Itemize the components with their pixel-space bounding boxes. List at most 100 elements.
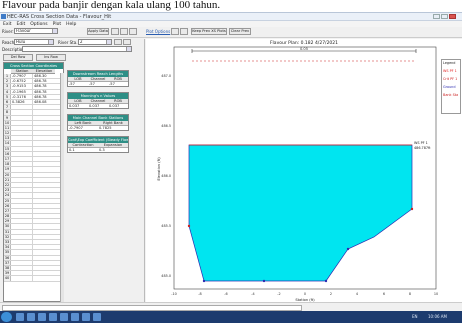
station-cell[interactable] bbox=[11, 245, 33, 250]
elevation-cell[interactable] bbox=[33, 136, 55, 140]
station-cell[interactable] bbox=[11, 115, 33, 120]
elevation-cell[interactable] bbox=[33, 193, 55, 197]
elevation-cell[interactable] bbox=[33, 152, 55, 156]
station-cell[interactable] bbox=[11, 265, 33, 271]
station-cell[interactable] bbox=[11, 172, 33, 177]
table-icon[interactable] bbox=[129, 28, 137, 35]
close-button[interactable] bbox=[449, 14, 456, 19]
elevation-cell[interactable] bbox=[33, 271, 55, 275]
table-scrollbar[interactable] bbox=[60, 73, 64, 302]
left-bank-input[interactable]: -0.7907 bbox=[69, 126, 83, 130]
elevation-cell[interactable] bbox=[33, 250, 55, 254]
elevation-cell[interactable] bbox=[33, 199, 55, 203]
elevation-cell[interactable]: 486.08 bbox=[34, 99, 47, 104]
rl-lob-input[interactable]: -57 bbox=[69, 82, 75, 86]
station-cell[interactable] bbox=[11, 219, 33, 224]
apply-data-button[interactable]: Apply Data bbox=[87, 28, 109, 35]
station-cell[interactable] bbox=[11, 146, 33, 151]
station-cell[interactable]: -0.9153 bbox=[11, 84, 33, 89]
elevation-cell[interactable] bbox=[33, 162, 55, 166]
elevation-cell[interactable] bbox=[33, 157, 55, 161]
n-lob-input[interactable]: 0.037 bbox=[69, 104, 80, 108]
elevation-cell[interactable] bbox=[33, 173, 55, 177]
taskbar-app-icon[interactable] bbox=[16, 313, 24, 321]
elevation-cell[interactable] bbox=[33, 131, 55, 135]
elevation-cell[interactable] bbox=[33, 266, 55, 270]
edit-icon[interactable] bbox=[111, 28, 119, 35]
river-select[interactable]: Flavour bbox=[14, 28, 58, 34]
station-cell[interactable] bbox=[11, 182, 33, 188]
elevation-cell[interactable]: 486.30 bbox=[34, 74, 47, 78]
station-cell[interactable]: -0.1965 bbox=[11, 89, 33, 94]
menu-exit[interactable]: Exit bbox=[3, 21, 12, 27]
n-rob-input[interactable]: 0.037 bbox=[109, 104, 120, 108]
elevation-cell[interactable] bbox=[33, 188, 55, 192]
elevation-cell[interactable] bbox=[33, 224, 55, 228]
rl-rob-input[interactable]: -57 bbox=[109, 82, 115, 86]
station-cell[interactable] bbox=[11, 203, 33, 208]
menu-plot[interactable]: Plot bbox=[52, 21, 62, 27]
taskbar-app-icon[interactable] bbox=[60, 313, 68, 321]
ins-row-button[interactable]: Ins Row bbox=[36, 54, 66, 61]
station-cell[interactable] bbox=[11, 136, 33, 141]
elevation-cell[interactable] bbox=[33, 240, 55, 244]
elevation-cell[interactable] bbox=[33, 214, 55, 218]
elevation-cell[interactable] bbox=[33, 167, 55, 171]
elevation-cell[interactable]: 486.78 bbox=[34, 94, 47, 99]
station-cell[interactable] bbox=[11, 167, 33, 172]
station-cell[interactable] bbox=[11, 151, 33, 156]
reach-select[interactable]: Hulu bbox=[14, 39, 54, 45]
taskbar-app-icon[interactable] bbox=[38, 313, 46, 321]
clear-prev-button[interactable]: Clear Prev bbox=[229, 28, 251, 35]
station-cell[interactable] bbox=[11, 193, 33, 198]
taskbar-app-icon[interactable] bbox=[71, 313, 79, 321]
elevation-cell[interactable] bbox=[33, 235, 55, 239]
station-cell[interactable]: -0.7907 bbox=[11, 74, 33, 79]
elevation-cell[interactable] bbox=[33, 121, 55, 125]
arrow-down-icon[interactable] bbox=[114, 39, 122, 45]
station-cell[interactable] bbox=[11, 141, 33, 146]
print-icon[interactable] bbox=[180, 28, 188, 35]
expansion-input[interactable]: 0.3 bbox=[99, 148, 105, 152]
elevation-cell[interactable] bbox=[33, 276, 55, 280]
station-cell[interactable] bbox=[11, 198, 33, 203]
taskbar-app-icon[interactable] bbox=[82, 313, 90, 321]
taskbar-app-icon[interactable] bbox=[93, 313, 101, 321]
station-cell[interactable] bbox=[11, 157, 33, 162]
menu-edit[interactable]: Edit bbox=[16, 21, 26, 27]
station-cell[interactable] bbox=[11, 234, 33, 239]
station-cell[interactable] bbox=[11, 240, 33, 245]
station-cell[interactable] bbox=[11, 255, 33, 260]
station-cell[interactable] bbox=[11, 250, 33, 255]
elevation-cell[interactable] bbox=[33, 256, 55, 260]
right-bank-input[interactable]: 0.7825 bbox=[99, 126, 112, 130]
elevation-cell[interactable] bbox=[33, 178, 55, 182]
station-cell[interactable]: 0.3826 bbox=[11, 99, 33, 105]
elevation-cell[interactable]: 486.78 bbox=[34, 79, 47, 84]
station-cell[interactable] bbox=[11, 120, 33, 125]
elevation-cell[interactable] bbox=[33, 183, 55, 187]
station-cell[interactable] bbox=[11, 162, 33, 167]
elevation-cell[interactable] bbox=[33, 141, 55, 145]
elevation-cell[interactable] bbox=[33, 116, 55, 120]
arrow-up-icon[interactable] bbox=[123, 39, 131, 45]
station-cell[interactable] bbox=[11, 125, 33, 131]
elevation-cell[interactable] bbox=[33, 230, 55, 234]
river-station-select[interactable]: 2 bbox=[78, 39, 112, 45]
station-cell[interactable] bbox=[11, 177, 33, 182]
station-cell[interactable]: -0.6752 bbox=[11, 79, 33, 84]
elevation-cell[interactable] bbox=[33, 219, 55, 223]
rl-channel-input[interactable]: -57 bbox=[89, 82, 95, 86]
station-cell[interactable] bbox=[11, 188, 33, 193]
station-cell[interactable] bbox=[11, 271, 33, 276]
plot-options-link[interactable]: Plot Options bbox=[146, 29, 171, 34]
menu-options[interactable]: Options bbox=[30, 21, 48, 27]
station-cell[interactable] bbox=[11, 105, 33, 110]
menu-help[interactable]: Help bbox=[66, 21, 77, 27]
minimize-button[interactable] bbox=[433, 14, 440, 19]
elevation-cell[interactable] bbox=[33, 147, 55, 151]
contraction-input[interactable]: 0.1 bbox=[69, 148, 75, 152]
description-input[interactable] bbox=[22, 46, 132, 52]
taskbar-app-icon[interactable] bbox=[27, 313, 35, 321]
elevation-cell[interactable] bbox=[33, 204, 55, 208]
